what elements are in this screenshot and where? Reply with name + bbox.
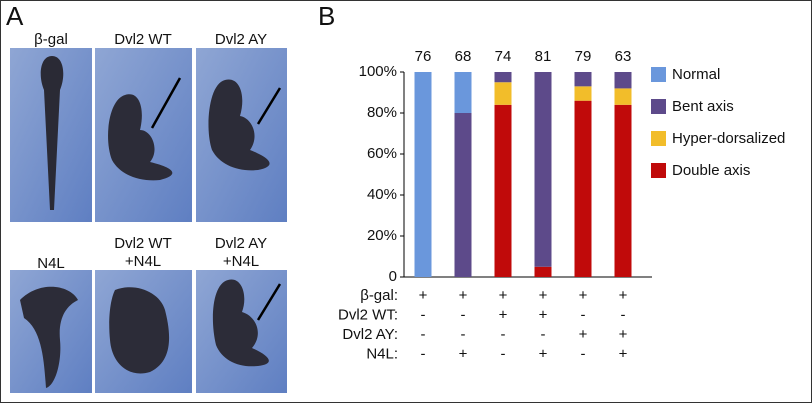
y-tick-label: 0 [389, 268, 397, 285]
condition-mark: + [499, 306, 508, 323]
legend-swatch [651, 131, 666, 146]
arrow [150, 77, 182, 129]
bar-segment [574, 100, 592, 277]
y-tick-label: 80% [367, 104, 397, 121]
condition-mark: - [581, 345, 586, 362]
bar-segment [454, 72, 472, 113]
panel-letter: B [318, 1, 335, 31]
condition-mark: + [539, 306, 548, 323]
bar-segment [494, 72, 512, 83]
bar-segment [494, 104, 512, 277]
photo-label: +N4L [223, 253, 259, 270]
panel-letter: A [6, 1, 24, 31]
bar-segment [614, 88, 632, 105]
embryo [212, 279, 269, 367]
condition-mark: - [421, 306, 426, 323]
photo-label: +N4L [125, 253, 161, 270]
photo-label: Dvl2 WT [114, 235, 172, 252]
condition-mark: - [501, 345, 506, 362]
condition-label: Dvl2 WT: [338, 306, 398, 323]
total-label: 74 [495, 48, 512, 65]
bar-segment [534, 266, 552, 277]
y-tick-label: 20% [367, 227, 397, 244]
bar-segment [414, 72, 432, 277]
bar-segment [454, 113, 472, 277]
condition-mark: - [581, 306, 586, 323]
condition-mark: + [619, 287, 628, 304]
condition-mark: + [579, 287, 588, 304]
photo-label: β-gal [34, 31, 68, 48]
condition-mark: - [421, 345, 426, 362]
y-tick-label: 40% [367, 186, 397, 203]
condition-label: β-gal: [360, 287, 398, 304]
condition-mark: + [419, 287, 428, 304]
embryo [108, 94, 173, 181]
condition-mark: - [541, 326, 546, 343]
condition-mark: + [499, 287, 508, 304]
y-tick-label: 100% [359, 63, 397, 80]
arrow [256, 283, 282, 321]
embryo [208, 79, 270, 171]
condition-label: N4L: [366, 345, 398, 362]
condition-label: Dvl2 AY: [342, 326, 398, 343]
photo-label: Dvl2 AY [215, 31, 267, 48]
legend-swatch [651, 67, 666, 82]
photo-label: N4L [37, 255, 65, 272]
bar-segment [614, 72, 632, 89]
total-label: 81 [535, 48, 552, 65]
bar-segment [494, 82, 512, 105]
photo-label: Dvl2 WT [114, 31, 172, 48]
condition-mark: + [539, 287, 548, 304]
condition-mark: + [619, 326, 628, 343]
bar-segment [574, 72, 592, 87]
legend-swatch [651, 163, 666, 178]
photos [10, 48, 287, 393]
total-label: 79 [575, 48, 592, 65]
condition-mark: + [539, 345, 548, 362]
condition-mark: - [461, 306, 466, 323]
bar-segment [534, 72, 552, 267]
photo-label: Dvl2 AY [215, 235, 267, 252]
condition-mark: - [461, 326, 466, 343]
total-label: 68 [455, 48, 472, 65]
condition-mark: - [421, 326, 426, 343]
legend-label: Double axis [672, 162, 750, 179]
condition-mark: + [619, 345, 628, 362]
arrows [150, 77, 282, 321]
y-tick-label: 60% [367, 145, 397, 162]
legend-label: Normal [672, 66, 720, 83]
total-label: 76 [415, 48, 432, 65]
condition-mark: - [501, 326, 506, 343]
total-label: 63 [615, 48, 632, 65]
condition-mark: + [459, 287, 468, 304]
embryo [20, 286, 78, 388]
bar-segment [574, 86, 592, 101]
embryo [109, 287, 170, 374]
arrow [256, 87, 282, 125]
bar-segment [614, 104, 632, 277]
legend-label: Hyper-dorsalized [672, 130, 785, 147]
legend-label: Bent axis [672, 98, 734, 115]
condition-mark: - [621, 306, 626, 323]
legend-swatch [651, 99, 666, 114]
embryo [40, 56, 64, 210]
condition-mark: + [579, 326, 588, 343]
condition-mark: + [459, 345, 468, 362]
